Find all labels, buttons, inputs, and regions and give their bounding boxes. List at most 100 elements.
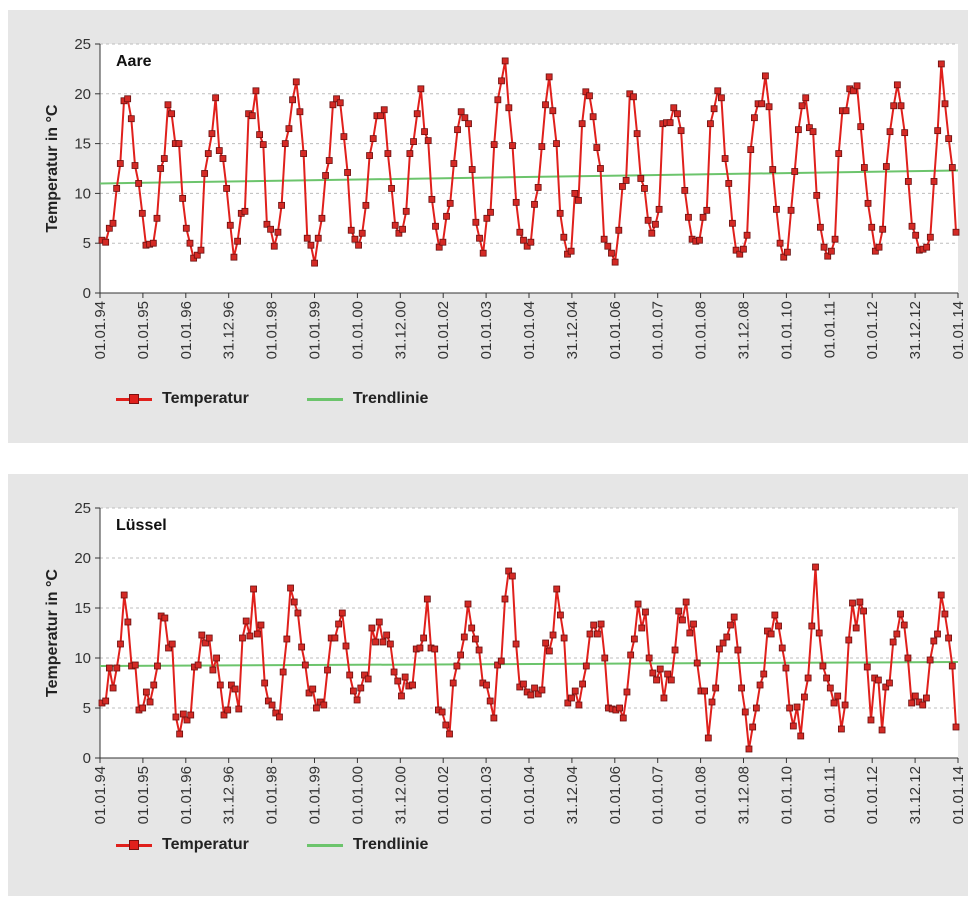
temperature-point bbox=[202, 639, 209, 647]
temperature-point bbox=[824, 252, 832, 260]
temperature-point bbox=[787, 206, 795, 214]
temperature-point bbox=[553, 140, 560, 148]
temperature-point bbox=[333, 95, 340, 103]
temperature-point bbox=[464, 600, 472, 608]
temperature-point bbox=[257, 621, 265, 629]
temperature-point bbox=[567, 247, 575, 255]
temperature-point bbox=[622, 177, 630, 184]
temperature-point bbox=[193, 251, 201, 259]
temperature-point bbox=[841, 701, 849, 709]
temperature-point bbox=[571, 687, 579, 695]
temperature-point bbox=[782, 664, 790, 672]
temperature-point bbox=[338, 609, 346, 617]
temperature-point bbox=[582, 88, 590, 96]
temperature-point bbox=[209, 666, 217, 674]
temperature-point bbox=[758, 100, 766, 108]
chart-panel-luessel: 0 5 10 15 20 25 01.01.94 01.01.95 01.01.96 31.12.… bbox=[8, 474, 968, 896]
y-axis-label: Temperatur in °C bbox=[44, 569, 61, 697]
temperature-point bbox=[882, 163, 890, 170]
temperature-point bbox=[235, 705, 243, 713]
temperature-point bbox=[267, 225, 275, 233]
temperature-point bbox=[349, 687, 357, 695]
temperature-point bbox=[649, 669, 657, 677]
temperature-point bbox=[778, 644, 786, 652]
temperature-point bbox=[534, 184, 542, 191]
temperature-point bbox=[813, 191, 821, 199]
temperature-point bbox=[545, 647, 553, 655]
y-tick-label: 0 bbox=[83, 285, 91, 302]
temperature-point bbox=[653, 676, 660, 684]
plot-area bbox=[100, 508, 958, 758]
temperature-point bbox=[878, 726, 886, 734]
temperature-point bbox=[749, 723, 757, 731]
temperature-line-marker-icon bbox=[116, 839, 152, 851]
x-tick-label: 31.12.12 bbox=[907, 301, 924, 359]
temperature-point bbox=[845, 636, 853, 644]
temperature-point bbox=[168, 640, 176, 648]
temperature-point bbox=[505, 104, 513, 112]
x-tick-label: 01.01.95 bbox=[135, 766, 152, 824]
temperature-point bbox=[597, 165, 604, 172]
temperature-point bbox=[220, 711, 228, 719]
temperature-point bbox=[205, 634, 213, 642]
temperature-point bbox=[300, 150, 307, 157]
x-tick-label: 01.01.02 bbox=[435, 301, 452, 359]
temperature-point bbox=[336, 99, 344, 107]
temperature-point bbox=[175, 140, 183, 148]
temperature-point bbox=[597, 620, 605, 628]
temperature-point bbox=[494, 661, 501, 669]
temperature-point bbox=[401, 673, 409, 681]
temperature-point bbox=[398, 692, 405, 700]
temperature-point bbox=[113, 664, 121, 672]
temperature-point bbox=[250, 585, 257, 593]
temperature-point bbox=[926, 656, 934, 664]
temperature-point bbox=[868, 223, 876, 231]
temperature-point bbox=[804, 674, 812, 682]
temperature-point bbox=[819, 662, 827, 670]
temperature-point bbox=[719, 639, 727, 647]
temperature-point bbox=[615, 226, 623, 234]
temperature-point bbox=[490, 714, 498, 722]
x-tick-label: 31.12.12 bbox=[907, 766, 924, 824]
y-tick-label: 0 bbox=[83, 750, 91, 767]
legend: Temperatur Trendlinie bbox=[116, 836, 486, 854]
temperature-point bbox=[369, 135, 377, 143]
x-tick-label: 01.01.04 bbox=[521, 301, 538, 359]
temperature-point bbox=[270, 242, 278, 250]
temperature-point bbox=[923, 243, 931, 251]
temperature-point bbox=[534, 690, 542, 698]
temperature-point bbox=[542, 639, 550, 647]
temperature-point bbox=[771, 611, 779, 619]
temperature-point bbox=[575, 196, 582, 204]
temperature-point bbox=[882, 683, 890, 691]
temperature-point bbox=[714, 87, 722, 95]
temperature-point bbox=[923, 694, 930, 702]
temperature-point bbox=[109, 684, 117, 692]
legend-item-trend: Trendlinie bbox=[306, 836, 428, 854]
temperature-point bbox=[736, 250, 744, 258]
temperature-point bbox=[443, 212, 450, 220]
temperature-point bbox=[416, 644, 424, 652]
temperature-point bbox=[769, 166, 777, 173]
temperature-point bbox=[682, 598, 690, 606]
temperature-point bbox=[460, 633, 468, 641]
temperature-point bbox=[388, 185, 395, 192]
temperature-point bbox=[867, 716, 875, 724]
temperature-point bbox=[465, 120, 472, 128]
temperature-point bbox=[142, 688, 150, 696]
temperature-point bbox=[674, 110, 681, 118]
temperature-point bbox=[582, 662, 590, 670]
temperature-point bbox=[704, 734, 712, 742]
temperature-point bbox=[919, 701, 927, 709]
temperature-point bbox=[849, 599, 856, 607]
temperature-point bbox=[347, 226, 355, 234]
temperature-point bbox=[446, 199, 454, 207]
temperature-point bbox=[424, 137, 432, 145]
temperature-point bbox=[394, 677, 402, 685]
temperature-point bbox=[179, 710, 187, 718]
temperature-point bbox=[168, 110, 176, 118]
temperature-point bbox=[690, 620, 697, 628]
temperature-point bbox=[287, 584, 294, 592]
temperature-point bbox=[564, 699, 572, 707]
temperature-point bbox=[809, 128, 817, 136]
